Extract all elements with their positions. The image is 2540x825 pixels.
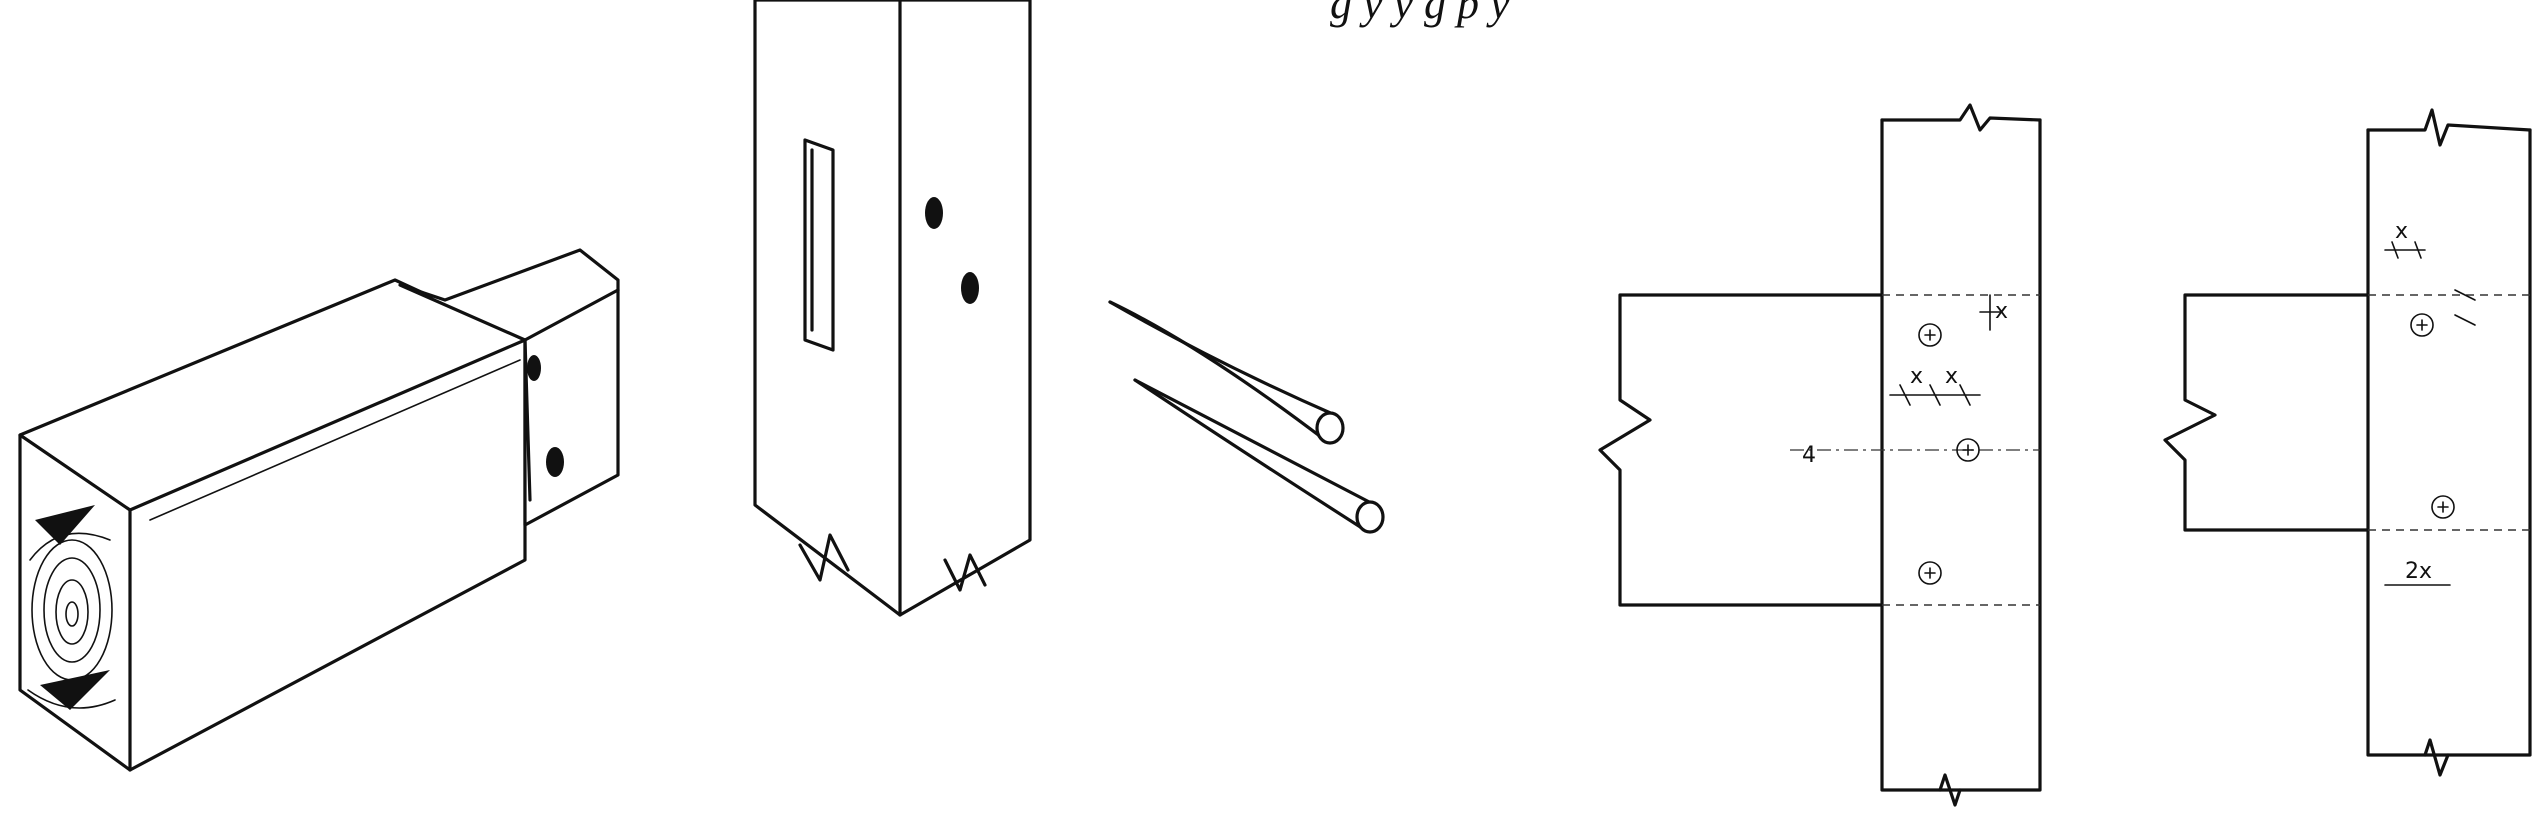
layout-drawing-left: x x x 4 — [1598, 103, 2042, 807]
cropped-caption-text: g y y g p y — [1330, 0, 1510, 28]
dim-label-x2: x — [1945, 364, 1958, 389]
dim-label-right-2x: 2x — [2405, 559, 2432, 584]
dim-label-x1: x — [1910, 364, 1923, 389]
mortised-post-illustration — [753, 0, 1032, 617]
peg-end-upper — [1315, 411, 1345, 445]
mortise-slot — [803, 138, 835, 352]
peg-end-lower — [1355, 500, 1385, 534]
tenoned-beam-illustration — [18, 248, 620, 772]
peg-hole-shoulder — [527, 355, 541, 381]
break-mark-upper — [35, 505, 95, 545]
peg-hole-upper — [925, 197, 943, 229]
dim-label-right-x1: x — [2395, 219, 2408, 244]
peg-hole-tenon — [546, 447, 564, 477]
peg-hole-lower — [961, 272, 979, 304]
break-mark-lower — [40, 670, 110, 710]
dim-label-x3: x — [1995, 299, 2008, 324]
wooden-pegs-illustration — [1108, 300, 1385, 534]
layout-drawing-right: x 2x — [2163, 108, 2532, 777]
dim-label-4: 4 — [1802, 443, 1816, 468]
